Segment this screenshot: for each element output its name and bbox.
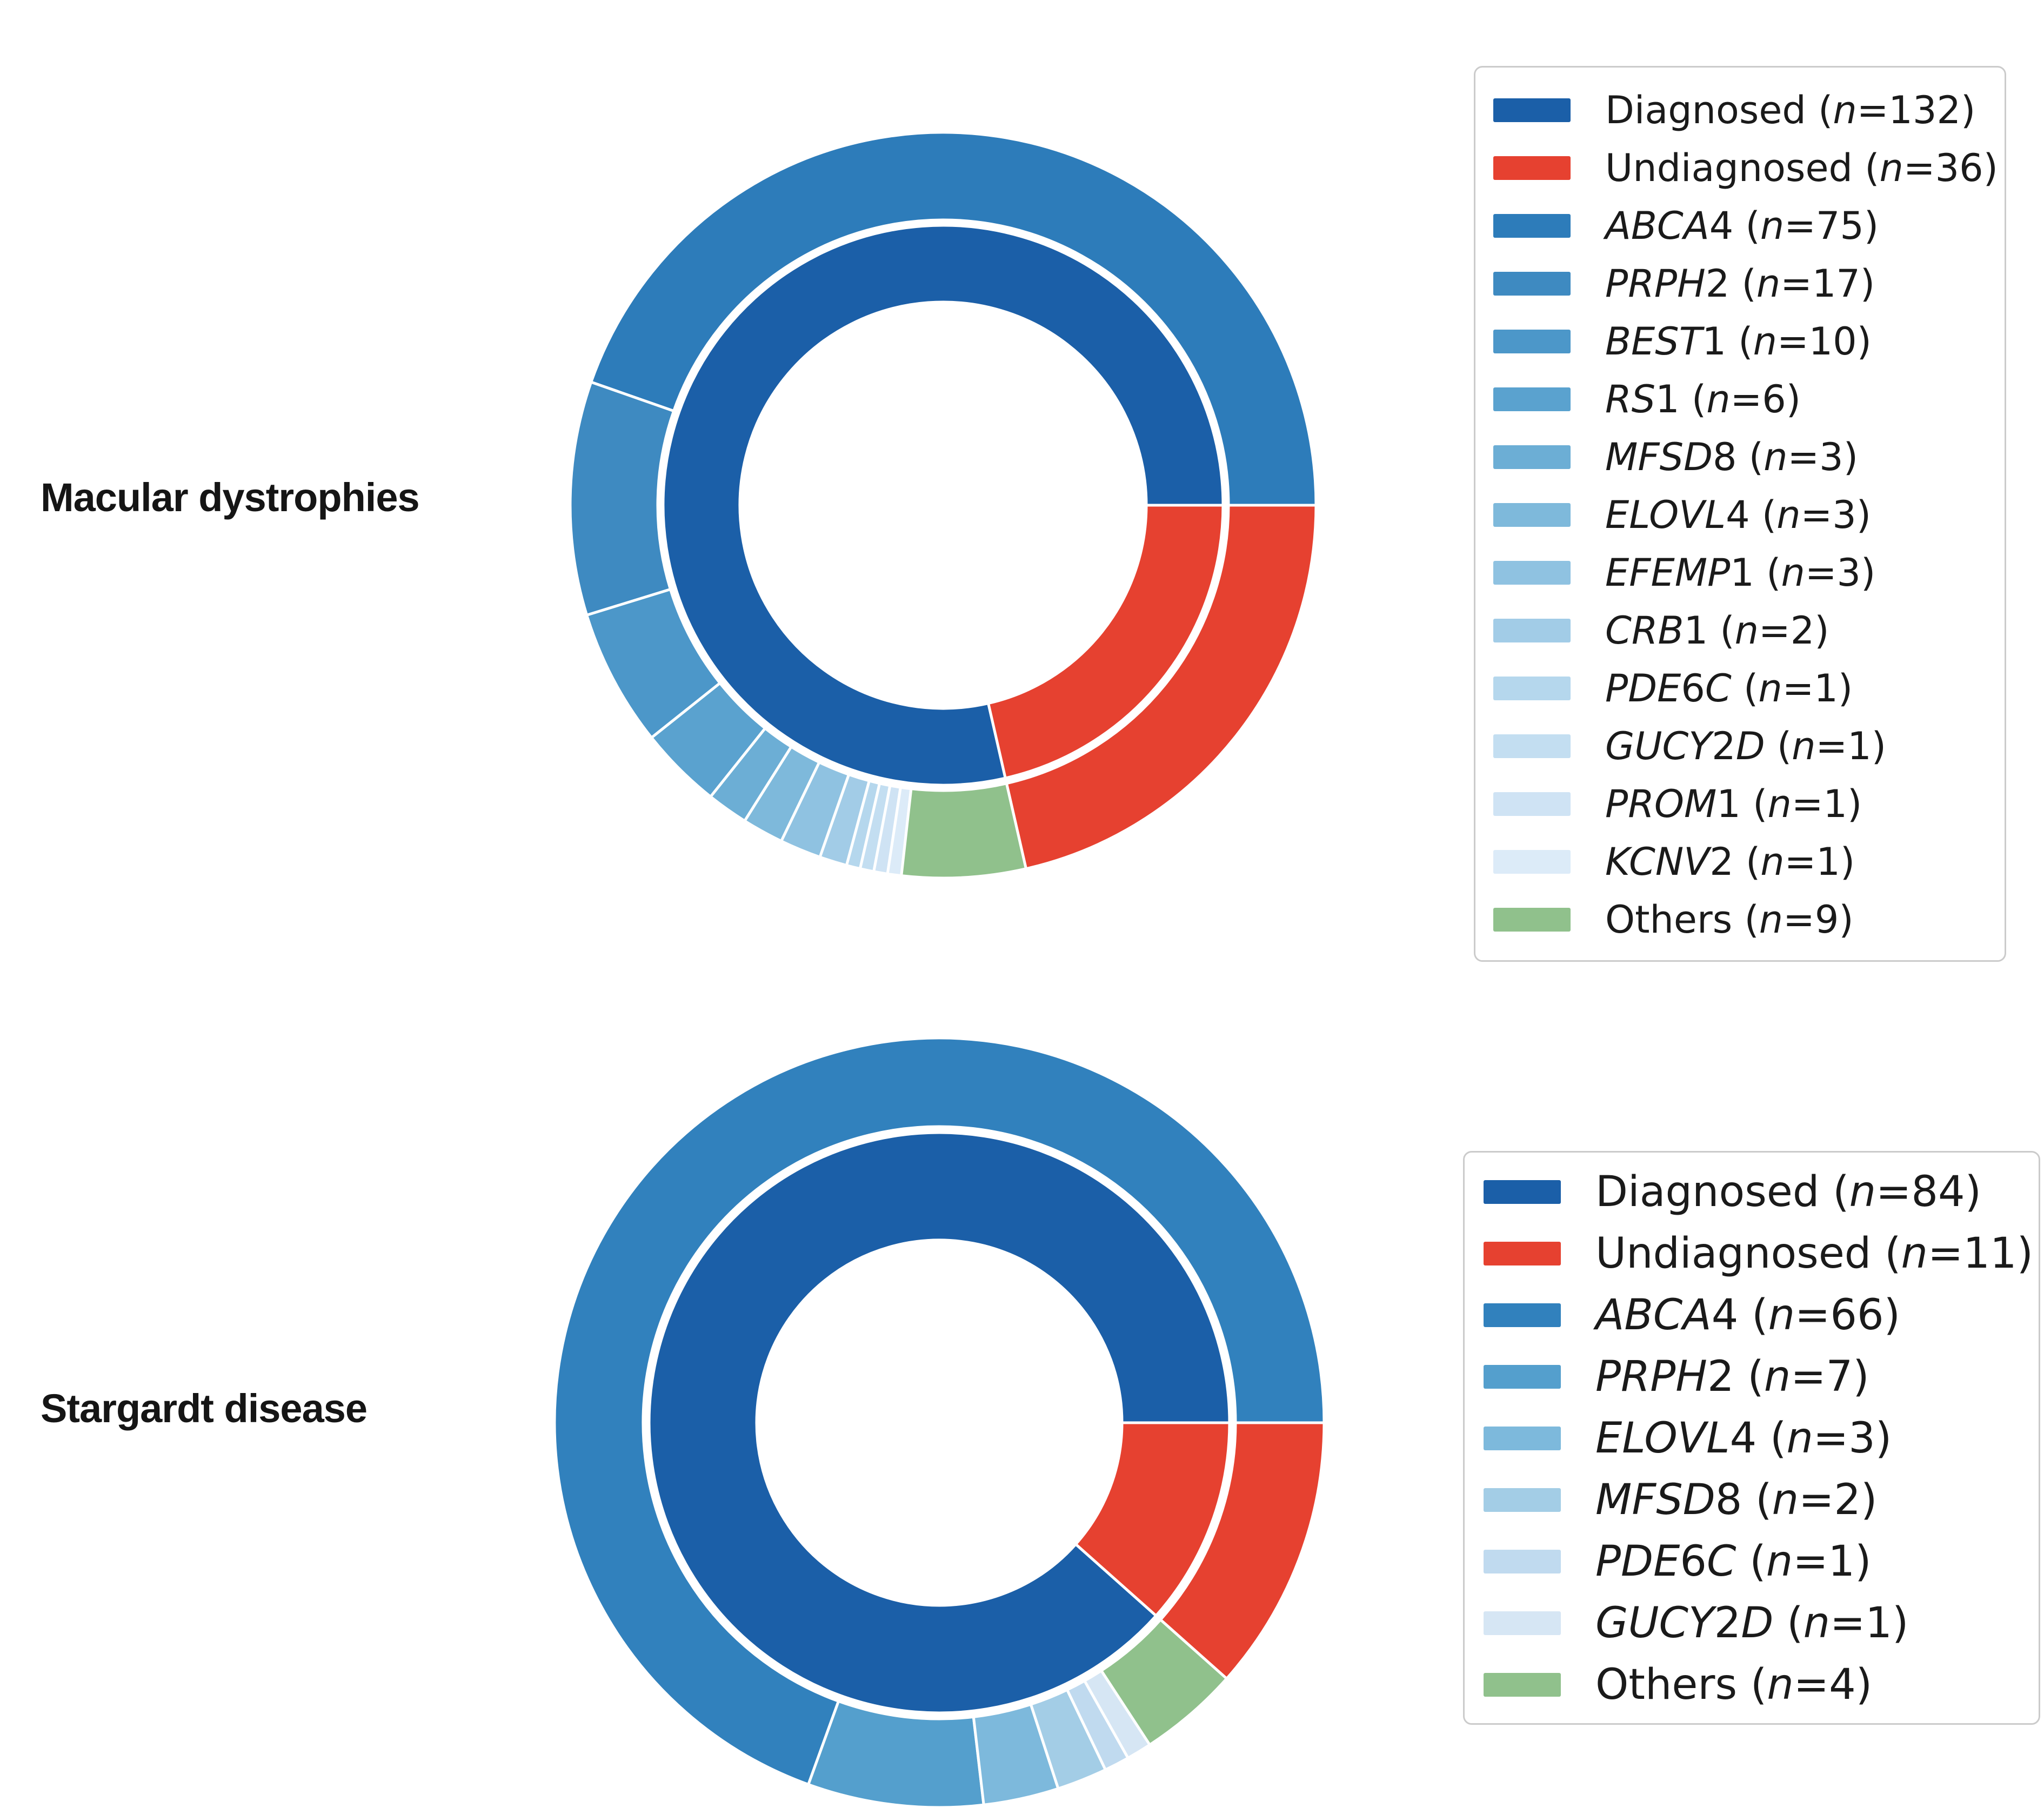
legend-label: EFEMP1 (n=3) (1605, 550, 1876, 595)
legend-item-mfsd8: MFSD8 (n=2) (1484, 1469, 2039, 1531)
legend-swatch (1493, 734, 1571, 758)
legend-item-crb1: CRB1 (n=2) (1493, 601, 2005, 659)
segment-diagnosed (662, 224, 1225, 787)
legend-label: PDE6C (n=1) (1595, 1537, 1872, 1586)
legend-label: MFSD8 (n=3) (1605, 434, 1858, 479)
segment-prph2 (806, 1699, 986, 1808)
legend-label: MFSD8 (n=2) (1595, 1476, 1878, 1524)
legend-item-abca4: ABCA4 (n=66) (1484, 1284, 2039, 1346)
legend-item-efemp1: EFEMP1 (n=3) (1493, 544, 2005, 601)
legend-swatch (1484, 1550, 1561, 1573)
chart-title-macular-dystrophies: Macular dystrophies (41, 475, 420, 520)
legend-item-elovl4: ELOVL4 (n=3) (1493, 486, 2005, 544)
legend-item-rs1: RS1 (n=6) (1493, 370, 2005, 428)
segment-diagnosed (647, 1131, 1231, 1715)
legend-swatch (1493, 156, 1571, 180)
segment-abca4 (553, 1036, 1326, 1786)
legend-label: PRPH2 (n=7) (1595, 1352, 1869, 1401)
legend-swatch (1484, 1611, 1561, 1635)
segment-undiagnosed (1073, 1421, 1231, 1618)
legend-swatch (1493, 329, 1571, 353)
legend-item-best1: BEST1 (n=10) (1493, 312, 2005, 370)
legend-label: BEST1 (n=10) (1605, 319, 1872, 364)
legend-label: Undiagnosed (n=36) (1605, 145, 1998, 190)
legend-swatch (1493, 676, 1571, 700)
legend-swatch (1493, 618, 1571, 642)
donut-chart-stargardt-disease (553, 1036, 1326, 1808)
legend-item-gucy2d: GUCY2D (n=1) (1493, 717, 2005, 775)
legend-swatch (1493, 213, 1571, 238)
legend-label: PDE6C (n=1) (1605, 666, 1853, 711)
legend-item-prom1: PROM1 (n=1) (1493, 775, 2005, 833)
legend-swatch (1493, 445, 1571, 469)
legend-item-others: Others (n=4) (1484, 1654, 2039, 1716)
legend-swatch (1493, 98, 1571, 122)
legend-item-kcnv2: KCNV2 (n=1) (1493, 833, 2005, 890)
legend-label: KCNV2 (n=1) (1605, 839, 1855, 884)
legend-label: Diagnosed (n=132) (1605, 88, 1976, 132)
legend-item-gucy2d: GUCY2D (n=1) (1484, 1592, 2039, 1654)
legend-swatch (1493, 849, 1571, 874)
segment-undiagnosed (1158, 1421, 1326, 1681)
legend-swatch (1493, 792, 1571, 816)
legend-swatch (1484, 1365, 1561, 1389)
legend-swatch (1484, 1488, 1561, 1512)
legend-label: GUCY2D (n=1) (1605, 724, 1887, 768)
legend-label: Others (n=4) (1595, 1660, 1873, 1709)
legend-label: GUCY2D (n=1) (1595, 1599, 1909, 1648)
segment-undiagnosed (986, 504, 1225, 780)
legend-macular-dystrophies: Diagnosed (n=132) Undiagnosed (n=36) ABCA4… (1474, 66, 2006, 962)
legend-item-elovl4: ELOVL4 (n=3) (1484, 1408, 2039, 1469)
segment-others (899, 781, 1028, 880)
legend-item-diagnosed: Diagnosed (n=84) (1484, 1161, 2039, 1223)
chart-title-stargardt-disease: Stargardt disease (41, 1386, 368, 1431)
legend-item-abca4: ABCA4 (n=75) (1493, 197, 2005, 255)
legend-swatch (1493, 907, 1571, 932)
legend-swatch (1493, 387, 1571, 411)
donut-chart-macular-dystrophies (569, 131, 1318, 880)
legend-item-pde6c: PDE6C (n=1) (1484, 1531, 2039, 1592)
legend-label: ELOVL4 (n=3) (1605, 492, 1872, 537)
legend-label: PRPH2 (n=17) (1605, 261, 1875, 306)
legend-item-diagnosed: Diagnosed (n=132) (1493, 81, 2005, 139)
segment-abca4 (589, 131, 1318, 507)
legend-label: Undiagnosed (n=11) (1595, 1229, 2034, 1278)
legend-swatch (1484, 1180, 1561, 1204)
legend-item-mfsd8: MFSD8 (n=3) (1493, 428, 2005, 486)
legend-swatch (1484, 1242, 1561, 1265)
legend-stargardt-disease: Diagnosed (n=84) Undiagnosed (n=11) ABCA4 … (1463, 1151, 2040, 1725)
legend-label: PROM1 (n=1) (1605, 781, 1862, 826)
legend-label: Diagnosed (n=84) (1595, 1168, 1982, 1216)
legend-label: ELOVL4 (n=3) (1595, 1414, 1892, 1463)
legend-item-undiagnosed: Undiagnosed (n=36) (1493, 139, 2005, 197)
legend-label: CRB1 (n=2) (1605, 608, 1829, 653)
legend-label: RS1 (n=6) (1605, 377, 1801, 421)
legend-item-prph2: PRPH2 (n=7) (1484, 1346, 2039, 1408)
legend-item-others: Others (n=9) (1493, 890, 2005, 948)
legend-label: ABCA4 (n=66) (1595, 1291, 1901, 1340)
legend-item-undiagnosed: Undiagnosed (n=11) (1484, 1223, 2039, 1284)
legend-swatch (1493, 560, 1571, 585)
legend-swatch (1484, 1427, 1561, 1450)
legend-swatch (1484, 1673, 1561, 1697)
legend-label: Others (n=9) (1605, 897, 1854, 942)
legend-item-prph2: PRPH2 (n=17) (1493, 255, 2005, 312)
legend-label: ABCA4 (n=75) (1605, 203, 1879, 248)
legend-swatch (1493, 503, 1571, 527)
legend-item-pde6c: PDE6C (n=1) (1493, 659, 2005, 717)
segment-undiagnosed (1005, 504, 1318, 870)
legend-swatch (1484, 1303, 1561, 1327)
legend-swatch (1493, 271, 1571, 296)
segment-prph2 (569, 380, 676, 617)
